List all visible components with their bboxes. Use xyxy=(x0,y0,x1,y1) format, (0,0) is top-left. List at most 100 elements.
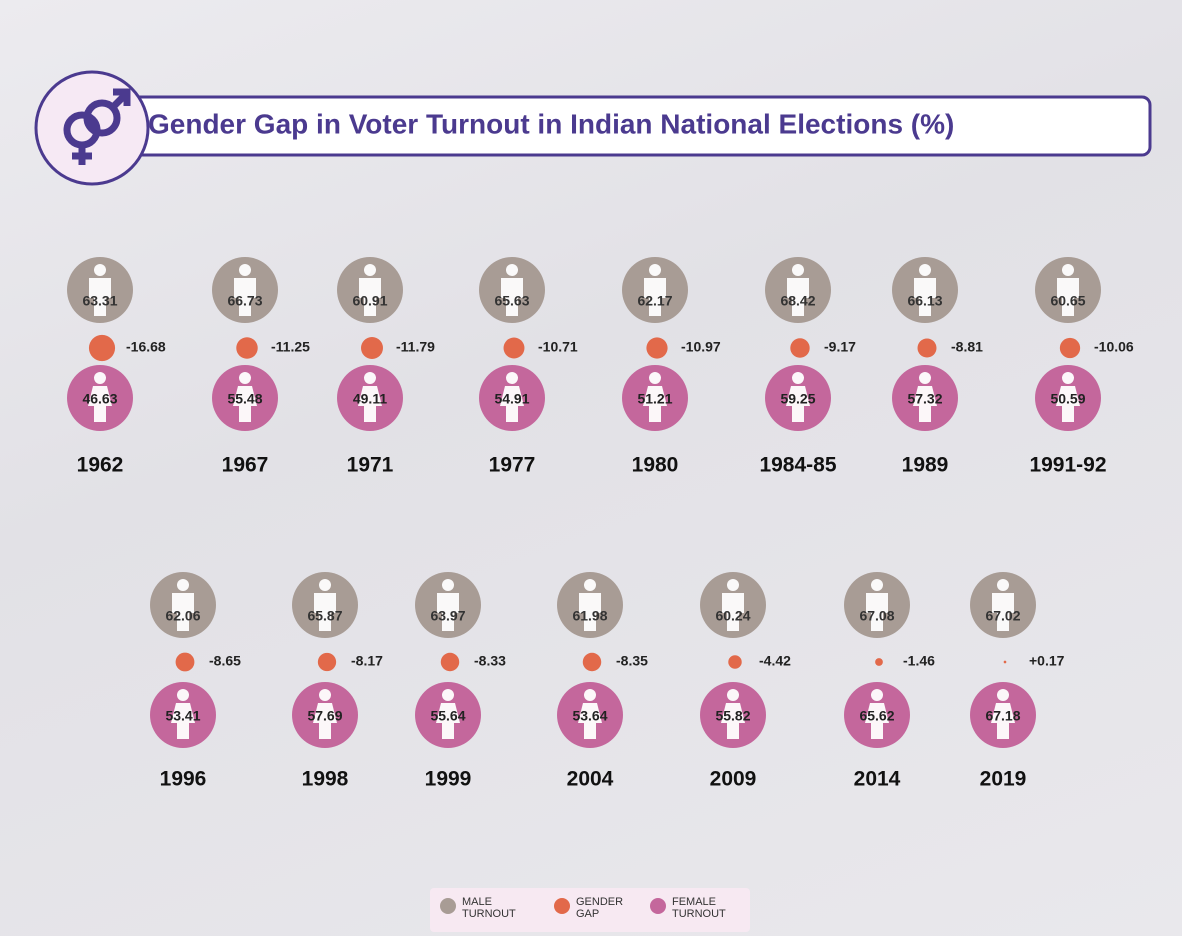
male-value: 63.31 xyxy=(82,293,117,309)
gap-value: -10.06 xyxy=(1094,339,1134,355)
female-value: 50.59 xyxy=(1050,391,1085,407)
gap-value: -11.25 xyxy=(271,339,310,355)
year-label: 1998 xyxy=(302,768,349,791)
male-value: 63.97 xyxy=(430,608,465,624)
female-value: 55.82 xyxy=(715,708,750,724)
male-value: 61.98 xyxy=(572,608,607,624)
female-value: 55.64 xyxy=(430,708,465,724)
gap-circle xyxy=(361,337,383,359)
male-value: 62.17 xyxy=(637,293,672,309)
gap-circle xyxy=(646,337,667,358)
legend-label: FEMALE TURNOUT xyxy=(672,896,736,920)
year-label: 2004 xyxy=(567,768,614,791)
male-value: 67.08 xyxy=(859,608,894,624)
icon-head xyxy=(239,264,251,276)
gap-value: -8.33 xyxy=(474,653,506,669)
gap-circle xyxy=(441,653,459,671)
icon-head xyxy=(364,372,376,384)
year-label: 1991-92 xyxy=(1029,454,1106,477)
gap-value: -8.35 xyxy=(616,653,648,669)
female-value: 53.41 xyxy=(165,708,200,724)
female-value: 67.18 xyxy=(985,708,1020,724)
icon-head xyxy=(584,579,596,591)
female-value: 46.63 xyxy=(82,391,117,407)
gap-value: -9.17 xyxy=(824,339,856,355)
year-label: 2009 xyxy=(710,768,757,791)
icon-head xyxy=(1062,264,1074,276)
icon-head xyxy=(584,689,596,701)
legend-swatch xyxy=(554,898,570,914)
year-label: 1971 xyxy=(347,454,394,477)
gap-value: -1.46 xyxy=(903,653,935,669)
icon-head xyxy=(506,264,518,276)
female-value: 57.69 xyxy=(307,708,342,724)
icon-head xyxy=(319,689,331,701)
icon-head xyxy=(871,579,883,591)
gap-value: -10.71 xyxy=(538,339,578,355)
icon-head xyxy=(442,579,454,591)
icon-head xyxy=(997,579,1009,591)
icon-head xyxy=(1062,372,1074,384)
gap-circle xyxy=(236,337,257,358)
icon-head xyxy=(997,689,1009,701)
female-value: 51.21 xyxy=(637,391,672,407)
icon-head xyxy=(442,689,454,701)
year-label: 1967 xyxy=(222,454,269,477)
male-value: 62.06 xyxy=(165,608,200,624)
icon-head xyxy=(94,264,106,276)
year-label: 1980 xyxy=(632,454,679,477)
female-value: 53.64 xyxy=(572,708,607,724)
year-label: 1984-85 xyxy=(759,454,836,477)
icon-head xyxy=(506,372,518,384)
icon-head xyxy=(649,264,661,276)
icon-head xyxy=(792,264,804,276)
icon-head xyxy=(177,579,189,591)
male-value: 60.65 xyxy=(1050,293,1085,309)
male-value: 60.91 xyxy=(352,293,387,309)
icon-head xyxy=(792,372,804,384)
year-label: 1962 xyxy=(77,454,124,477)
female-value: 57.32 xyxy=(907,391,942,407)
gap-value: -10.97 xyxy=(681,339,721,355)
gap-circle xyxy=(504,338,525,359)
icon-head xyxy=(177,689,189,701)
icon-head xyxy=(319,579,331,591)
year-label: 2014 xyxy=(854,768,901,791)
gap-circle xyxy=(875,658,883,666)
year-label: 2019 xyxy=(980,768,1027,791)
gap-circle xyxy=(89,335,115,361)
female-value: 55.48 xyxy=(227,391,262,407)
chart: Gender Gap in Voter Turnout in Indian Na… xyxy=(0,0,1182,936)
year-label: 1977 xyxy=(489,454,536,477)
gap-value: -16.68 xyxy=(126,339,166,355)
legend-label: MALE TURNOUT xyxy=(462,896,526,920)
icon-head xyxy=(239,372,251,384)
icon-head xyxy=(649,372,661,384)
gap-circle xyxy=(728,655,741,668)
legend-swatch xyxy=(650,898,666,914)
gap-value: -8.81 xyxy=(951,339,983,355)
gap-value: -8.65 xyxy=(209,653,241,669)
male-value: 68.42 xyxy=(780,293,815,309)
gap-circle xyxy=(790,338,809,357)
gap-value: -11.79 xyxy=(396,339,435,355)
icon-head xyxy=(871,689,883,701)
icon-head xyxy=(919,264,931,276)
legend-swatch xyxy=(440,898,456,914)
gap-circle xyxy=(918,339,937,358)
icon-head xyxy=(919,372,931,384)
female-value: 49.11 xyxy=(353,391,387,407)
year-label: 1996 xyxy=(160,768,207,791)
male-value: 60.24 xyxy=(715,608,750,624)
gap-value: -4.42 xyxy=(759,653,791,669)
gap-circle xyxy=(176,653,195,672)
chart-title: Gender Gap in Voter Turnout in Indian Na… xyxy=(148,108,954,139)
icon-head xyxy=(364,264,376,276)
gap-circle xyxy=(318,653,336,671)
male-value: 65.63 xyxy=(494,293,529,309)
year-label: 1999 xyxy=(425,768,472,791)
female-value: 54.91 xyxy=(494,391,529,407)
legend-label: GENDER GAP xyxy=(576,896,626,920)
female-value: 65.62 xyxy=(859,708,894,724)
icon-head xyxy=(94,372,106,384)
